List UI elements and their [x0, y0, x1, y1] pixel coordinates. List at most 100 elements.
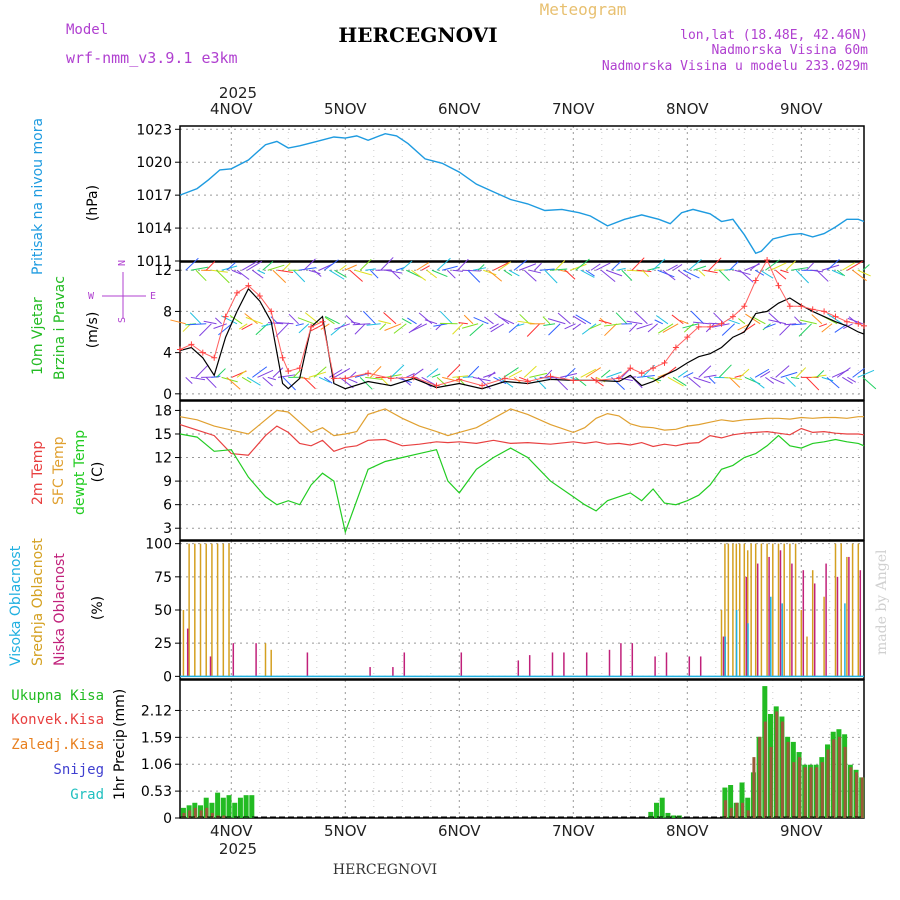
wind-direction-arrow — [366, 323, 381, 326]
wind-direction-arrow — [257, 369, 274, 378]
wind-direction-arrow — [698, 269, 706, 277]
wind-direction-arrow — [703, 374, 717, 378]
wind-direction-arrow — [667, 264, 678, 271]
wind-direction-arrow — [359, 376, 373, 390]
sfc-temp-ylabel: SFC Temp — [51, 436, 67, 505]
wind-direction-arrow — [216, 368, 226, 378]
wind-direction-arrow — [385, 374, 402, 378]
wind-unit: (m/s) — [85, 312, 101, 349]
wind-gust-marker — [285, 368, 292, 375]
wind-gust-marker — [433, 382, 440, 389]
wind-direction-arrow — [729, 376, 741, 388]
wind-direction-arrow — [790, 376, 800, 380]
wind-direction-arrow — [406, 372, 415, 378]
wind-direction-arrow — [452, 375, 469, 378]
credit-label: made by Angel — [874, 549, 890, 655]
wind-direction-arrow — [298, 323, 310, 334]
pressure-ytick-label: 1023 — [136, 122, 172, 138]
wind-direction-arrow — [467, 269, 481, 283]
wind-direction-arrow — [575, 376, 587, 387]
wind-direction-arrow — [431, 373, 441, 378]
wind-direction-arrow — [775, 269, 787, 280]
wind-direction-arrow — [721, 323, 735, 336]
day-label-top: 8NOV — [666, 100, 709, 118]
wind-direction-arrow — [424, 319, 438, 325]
wind-gust-marker — [570, 377, 577, 384]
wind-direction-arrow — [585, 269, 595, 277]
wind-compass: W E N S — [88, 260, 156, 323]
wind-direction-arrow — [433, 323, 448, 327]
wind-direction-arrow — [572, 323, 582, 330]
wind-direction-arrow — [634, 311, 648, 325]
wind-direction-arrow — [768, 319, 787, 325]
wind-direction-arrow — [330, 323, 346, 336]
wind-direction-arrow — [606, 269, 623, 277]
precip-total-bar — [209, 802, 215, 818]
wind-direction-arrow — [226, 262, 236, 271]
wind-direction-arrow — [188, 323, 207, 326]
wind-direction-arrow — [385, 269, 403, 274]
wind-direction-arrow — [523, 365, 537, 378]
precip-convective-bar — [758, 736, 762, 818]
wind-direction-arrow — [626, 320, 643, 325]
wind-direction-arrow — [539, 268, 555, 271]
wind-direction-arrow — [339, 376, 354, 389]
wind-direction-arrow — [349, 371, 357, 378]
day-label-bottom: 7NOV — [552, 822, 595, 840]
wind-direction-arrow — [257, 269, 266, 275]
wind-direction-arrow — [452, 269, 463, 272]
wind-direction-arrow — [836, 367, 851, 378]
wind-direction-arrow — [549, 268, 568, 271]
wind-direction-arrow — [483, 269, 497, 276]
wind-direction-arrow — [390, 364, 405, 378]
wind-direction-arrow — [754, 368, 770, 378]
precip-convective-bar — [193, 807, 197, 818]
wind-direction-arrow — [252, 269, 264, 279]
wind-direction-arrow — [590, 263, 601, 271]
precip-total-bar — [745, 797, 751, 818]
wind-direction-arrow — [185, 257, 199, 271]
wind-direction-arrow — [821, 376, 834, 382]
legend-total-rain: Ukupna Kisa — [11, 688, 104, 704]
wind-direction-arrow — [534, 262, 542, 271]
wind-direction-arrow — [354, 373, 368, 378]
wind-gust-marker — [342, 375, 349, 382]
wind-direction-arrow — [575, 314, 592, 325]
elevation-label: Nadmorska Visina 60m — [711, 43, 868, 58]
temperature-panel: 18 15 12 9 6 3 — [154, 400, 865, 541]
wind-direction-arrow — [724, 376, 742, 381]
precip-convective-bar — [205, 807, 209, 818]
pressure-ylabel: Pritisak na nivou mora — [30, 118, 46, 275]
wind-direction-arrow — [226, 376, 241, 390]
wind-direction-arrow — [236, 370, 247, 378]
wind-direction-arrow — [323, 376, 333, 384]
precip-ytick-label: 0.53 — [141, 784, 172, 800]
wind-direction-arrow — [826, 376, 840, 389]
wind-direction-arrow — [542, 316, 551, 325]
wind-direction-arrow — [344, 264, 357, 271]
wind-direction-arrow — [431, 269, 448, 278]
wind-direction-arrow — [529, 269, 542, 274]
wind-direction-arrow — [384, 323, 402, 331]
wind-direction-arrow — [318, 376, 331, 383]
wind-gust-marker — [843, 318, 850, 325]
wind-direction-arrow — [252, 366, 268, 378]
wind-direction-arrow — [770, 376, 785, 385]
wind-direction-arrow — [426, 368, 439, 378]
wind-direction-arrow — [195, 364, 209, 378]
precip-total-bar — [665, 812, 671, 818]
wind-gust-marker — [855, 320, 862, 327]
wind-gust-marker — [211, 354, 218, 361]
wind-direction-arrow — [458, 322, 468, 325]
model-name: wrf-nmm_v3.9.1 e3km — [66, 49, 238, 67]
precip-convective-bar — [222, 815, 226, 818]
wind-direction-arrow — [484, 316, 494, 325]
wind-gust-marker — [741, 303, 748, 310]
wind-direction-arrow — [595, 262, 611, 271]
precip-convective-bar — [849, 767, 853, 818]
wind-direction-arrow — [247, 376, 261, 386]
dewpt-ylabel: dewpt Temp — [72, 430, 88, 515]
wind-direction-arrow — [677, 370, 688, 378]
wind-direction-arrow — [637, 269, 652, 273]
wind-direction-arrow — [785, 260, 796, 271]
